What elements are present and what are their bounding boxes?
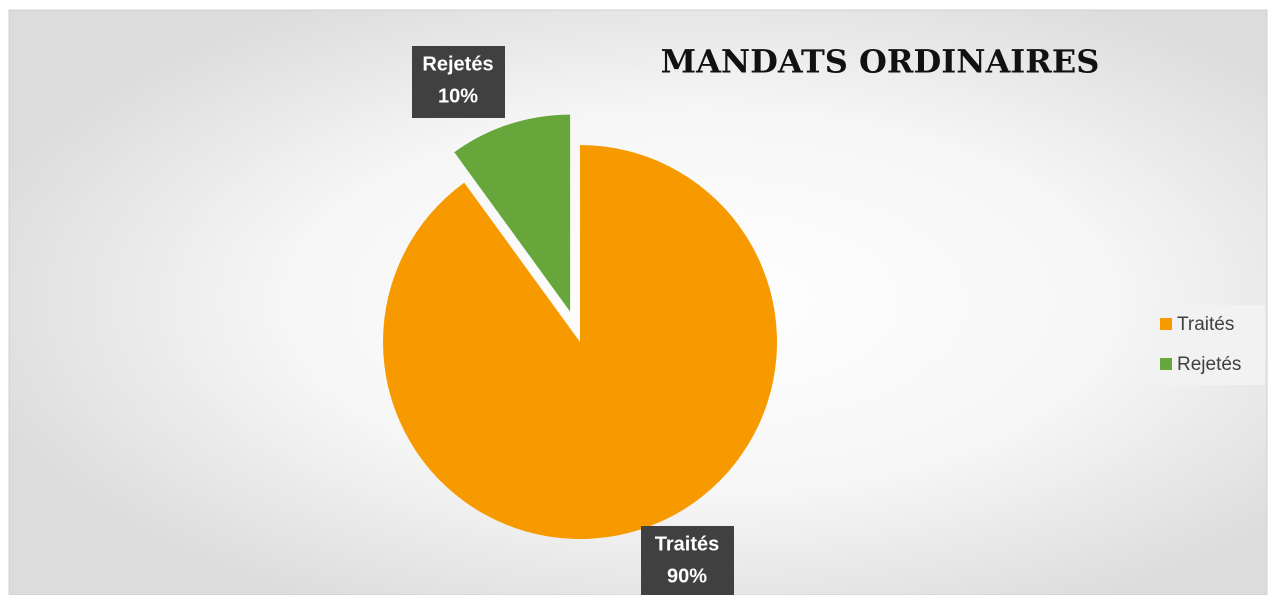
data-label-box <box>641 526 734 595</box>
pie-slice <box>382 145 777 539</box>
pie-slice <box>454 114 571 312</box>
legend-swatch <box>1160 318 1172 330</box>
data-label-box <box>412 46 505 118</box>
legend-swatch <box>1160 358 1172 370</box>
data-label-name: Traités <box>655 533 719 555</box>
data-label-value: 90% <box>667 565 707 587</box>
data-label-name: Rejetés <box>422 53 493 75</box>
legend-label: Traités <box>1177 314 1234 335</box>
data-label-value: 10% <box>438 85 478 107</box>
legend-label: Rejetés <box>1177 354 1241 375</box>
chart-title: MANDATS ORDINAIRES <box>661 43 1100 81</box>
